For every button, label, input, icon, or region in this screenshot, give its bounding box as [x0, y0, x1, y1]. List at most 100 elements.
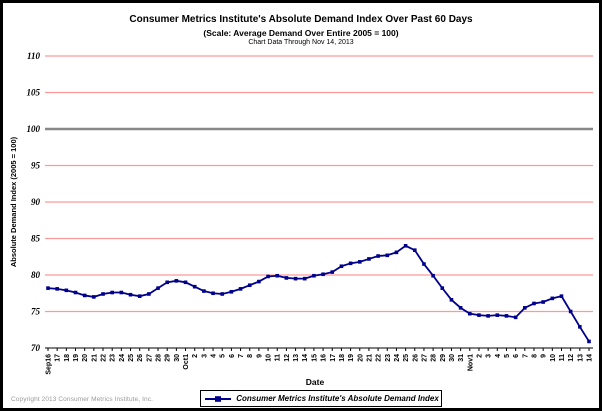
x-tick-label: 5 — [220, 354, 227, 358]
x-tick-label: 27 — [421, 354, 428, 362]
x-tick-label: 4 — [211, 354, 218, 358]
x-tick-label: 11 — [275, 354, 282, 362]
y-tick-label: 100 — [27, 124, 41, 134]
data-point-marker — [330, 270, 335, 274]
x-tick-label: 22 — [101, 354, 108, 362]
x-tick-label: 4 — [495, 354, 502, 358]
x-tick-label: 10 — [266, 354, 273, 362]
x-tick-label: 9 — [541, 354, 548, 358]
x-tick-label: 14 — [587, 354, 594, 362]
y-axis-title: Absolute Demand Index (2005 = 100) — [9, 136, 18, 267]
x-tick-label: 2 — [476, 354, 483, 358]
x-tick-label: 19 — [73, 354, 80, 362]
data-point-marker — [82, 293, 87, 298]
x-tick-label: 26 — [137, 354, 144, 362]
y-tick-label: 70 — [31, 343, 41, 353]
y-tick-label: 95 — [31, 161, 41, 171]
chart-data-through-note: Chart Data Through Nov 14, 2013 — [248, 39, 354, 46]
x-tick-label: 26 — [412, 354, 419, 362]
data-point-marker — [174, 279, 179, 283]
x-tick-label: 30 — [174, 354, 181, 362]
data-point-marker — [202, 289, 206, 293]
data-point-marker — [229, 289, 234, 294]
x-tick-label: 16 — [321, 354, 328, 362]
x-tick-label: 8 — [247, 354, 254, 358]
x-tick-label: 13 — [293, 354, 300, 362]
data-point-marker — [247, 283, 252, 288]
x-tick-label: 18 — [64, 354, 71, 362]
data-point-marker — [73, 290, 78, 295]
x-tick-label: 18 — [339, 354, 346, 362]
data-point-marker — [101, 292, 105, 296]
data-point-marker — [92, 295, 96, 299]
data-point-marker — [357, 260, 362, 264]
data-point-marker — [376, 254, 380, 258]
data-point-marker — [257, 279, 261, 284]
data-point-marker — [266, 274, 270, 279]
data-point-marker — [449, 298, 454, 302]
data-point-marker — [238, 287, 243, 291]
data-point-marker — [46, 286, 50, 290]
x-tick-label: 24 — [119, 354, 126, 362]
x-tick-label: 27 — [146, 354, 153, 362]
chart-subtitle: (Scale: Average Demand Over Entire 2005 … — [203, 28, 399, 38]
x-tick-label: 21 — [91, 354, 98, 362]
x-tick-label: 7 — [522, 354, 529, 358]
data-point-marker — [385, 253, 390, 258]
x-tick-label: 31 — [458, 354, 465, 362]
x-tick-label: 29 — [440, 354, 447, 362]
data-point-marker — [394, 250, 399, 255]
x-tick-label: 19 — [348, 354, 355, 362]
data-point-marker — [147, 292, 151, 296]
y-tick-label: 80 — [31, 270, 41, 280]
data-point-marker — [495, 313, 500, 317]
x-tick-label: 12 — [568, 354, 575, 362]
x-tick-label: 17 — [330, 354, 337, 362]
chart-legend: Consumer Metrics Institute's Absolute De… — [200, 390, 442, 407]
data-point-marker — [302, 276, 307, 281]
data-point-marker — [55, 287, 59, 291]
data-point-marker — [559, 294, 564, 298]
x-tick-label: 2 — [192, 354, 199, 358]
x-tick-label: 17 — [55, 354, 62, 362]
data-point-marker — [339, 264, 344, 269]
data-point-marker — [192, 284, 197, 289]
data-point-marker — [513, 315, 518, 320]
x-tick-label: 20 — [82, 354, 89, 362]
data-point-marker — [467, 311, 472, 316]
data-point-marker — [412, 248, 417, 252]
x-tick-label: 10 — [550, 354, 557, 362]
x-tick-label: 29 — [165, 354, 172, 362]
x-tick-label: 28 — [431, 354, 438, 362]
x-tick-label: 9 — [256, 354, 263, 358]
x-tick-label: 22 — [376, 354, 383, 362]
chart-title: Consumer Metrics Institute's Absolute De… — [129, 14, 473, 25]
x-tick-label: 15 — [311, 354, 318, 362]
y-tick-label: 75 — [31, 307, 41, 317]
data-point-marker — [477, 313, 481, 317]
data-point-marker — [137, 294, 142, 298]
y-tick-label: 110 — [27, 51, 41, 61]
data-point-marker — [550, 296, 555, 301]
data-point-marker — [284, 276, 289, 280]
data-point-marker — [367, 257, 371, 261]
data-point-marker — [431, 273, 435, 278]
x-tick-label: 24 — [394, 354, 401, 362]
data-point-marker — [275, 273, 280, 278]
x-tick-label: 12 — [284, 354, 291, 362]
x-axis-title: Date — [306, 377, 325, 387]
x-tick-label: 7 — [238, 354, 245, 358]
data-point-marker — [321, 272, 325, 277]
x-tick-label: 8 — [531, 354, 538, 358]
data-point-marker — [541, 300, 545, 304]
y-tick-label: 85 — [31, 234, 41, 244]
data-point-marker — [64, 288, 69, 293]
x-tick-label: Oct1 — [183, 354, 190, 370]
data-point-marker — [312, 273, 316, 278]
x-tick-label: 14 — [302, 354, 309, 362]
data-point-marker — [183, 280, 188, 285]
y-tick-label: 105 — [27, 88, 41, 98]
data-point-marker — [587, 339, 591, 344]
x-tick-label: 25 — [403, 354, 410, 362]
